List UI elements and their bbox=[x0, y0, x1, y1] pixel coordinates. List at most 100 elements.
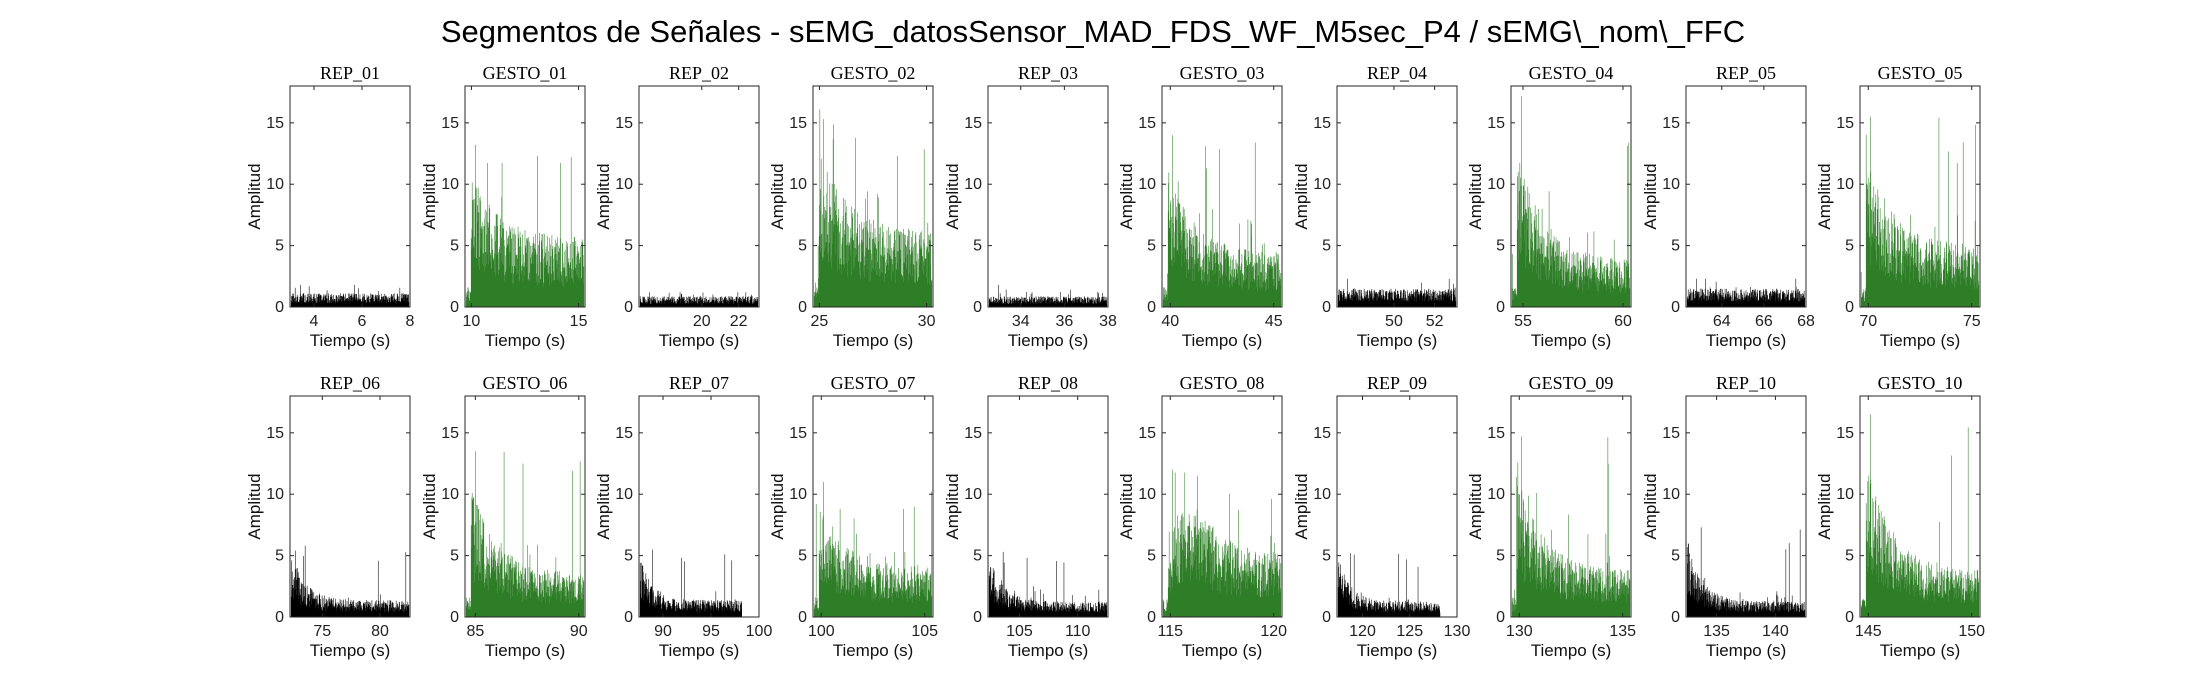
y-tick-label: 0 bbox=[798, 299, 807, 316]
x-axis-label: Tiempo (s) bbox=[1008, 331, 1089, 350]
signal-series bbox=[1337, 553, 1441, 617]
x-axis-label: Tiempo (s) bbox=[1880, 641, 1961, 660]
signal-series bbox=[1162, 135, 1282, 307]
y-tick-label: 0 bbox=[1671, 299, 1680, 316]
y-tick-label: 0 bbox=[1322, 299, 1331, 316]
y-axis-label: Amplitud bbox=[1117, 163, 1136, 229]
x-tick-label: 125 bbox=[1396, 623, 1423, 640]
plot-frame bbox=[987, 85, 1109, 308]
x-tick-label: 34 bbox=[1012, 313, 1030, 330]
x-tick-label: 22 bbox=[730, 313, 748, 330]
y-tick-label: 5 bbox=[450, 238, 459, 255]
y-tick-label: 15 bbox=[615, 425, 633, 442]
y-tick-label: 5 bbox=[1496, 238, 1505, 255]
y-tick-label: 10 bbox=[1313, 486, 1331, 503]
y-tick-label: 10 bbox=[441, 486, 459, 503]
y-tick-label: 15 bbox=[789, 425, 807, 442]
y-axis-label: Amplitud bbox=[245, 473, 264, 539]
y-tick-label: 15 bbox=[1662, 425, 1680, 442]
y-axis-label: Amplitud bbox=[420, 473, 439, 539]
signal-series bbox=[813, 481, 933, 617]
plot-frame bbox=[289, 85, 411, 308]
x-axis-label: Tiempo (s) bbox=[1706, 331, 1787, 350]
plot-frame bbox=[638, 85, 760, 308]
y-tick-label: 10 bbox=[266, 486, 284, 503]
y-axis-label: Amplitud bbox=[768, 163, 787, 229]
y-tick-label: 15 bbox=[1138, 115, 1156, 132]
plot-frame bbox=[1685, 85, 1807, 308]
x-axis-label: Tiempo (s) bbox=[833, 331, 914, 350]
panel-title: GESTO_03 bbox=[1180, 63, 1265, 83]
y-axis-label: Amplitud bbox=[1815, 473, 1834, 539]
x-axis-label: Tiempo (s) bbox=[1531, 641, 1612, 660]
y-tick-label: 0 bbox=[1496, 609, 1505, 626]
x-tick-label: 135 bbox=[1703, 623, 1730, 640]
y-axis-label: Amplitud bbox=[594, 473, 613, 539]
y-tick-label: 5 bbox=[973, 238, 982, 255]
y-tick-label: 15 bbox=[1836, 115, 1854, 132]
y-tick-label: 15 bbox=[964, 115, 982, 132]
figure-title: Segmentos de Señales - sEMG_datosSensor_… bbox=[441, 14, 1745, 49]
x-axis-label: Tiempo (s) bbox=[1357, 331, 1438, 350]
y-axis-label: Amplitud bbox=[1466, 473, 1485, 539]
x-axis-label: Tiempo (s) bbox=[1357, 641, 1438, 660]
x-tick-label: 80 bbox=[371, 623, 389, 640]
panel-title: GESTO_07 bbox=[831, 373, 916, 393]
signal-series bbox=[639, 549, 742, 617]
y-axis-label: Amplitud bbox=[1641, 473, 1660, 539]
y-axis-label: Amplitud bbox=[594, 163, 613, 229]
panel-rep-09: REP_09 0 5 10 15 120 125 130 Tiempo (s) Amplitud bbox=[1292, 373, 1470, 660]
x-tick-label: 60 bbox=[1614, 313, 1632, 330]
y-tick-label: 5 bbox=[275, 238, 284, 255]
panel-title: REP_04 bbox=[1367, 63, 1427, 83]
y-tick-label: 10 bbox=[964, 176, 982, 193]
y-tick-label: 0 bbox=[973, 609, 982, 626]
x-tick-label: 70 bbox=[1859, 313, 1877, 330]
x-tick-label: 8 bbox=[406, 313, 415, 330]
panel-title: REP_09 bbox=[1367, 373, 1427, 393]
panel-title: GESTO_08 bbox=[1180, 373, 1265, 393]
y-tick-label: 10 bbox=[1138, 176, 1156, 193]
y-axis-label: Amplitud bbox=[1641, 163, 1660, 229]
y-tick-label: 5 bbox=[624, 238, 633, 255]
panel-title: GESTO_09 bbox=[1529, 373, 1614, 393]
signal-series bbox=[813, 109, 933, 307]
x-tick-label: 115 bbox=[1158, 623, 1184, 640]
signal-series bbox=[1511, 436, 1631, 617]
panel-title: REP_02 bbox=[669, 63, 729, 83]
y-axis-label: Amplitud bbox=[1292, 473, 1311, 539]
panel-rep-05: REP_05 0 5 10 15 64 66 68 Tiempo (s) Amplitud bbox=[1641, 63, 1815, 350]
x-tick-label: 145 bbox=[1855, 623, 1882, 640]
panel-rep-01: REP_01 0 5 10 15 4 6 8 Tiempo (s) Amplitud bbox=[245, 63, 415, 350]
panel-title: GESTO_04 bbox=[1529, 63, 1614, 83]
x-tick-label: 95 bbox=[702, 623, 720, 640]
y-tick-label: 15 bbox=[1836, 425, 1854, 442]
panel-rep-03: REP_03 0 5 10 15 34 36 38 Tiempo (s) Amplitud bbox=[943, 63, 1117, 350]
plot-frame bbox=[1161, 85, 1283, 308]
y-tick-label: 5 bbox=[1671, 238, 1680, 255]
x-axis-label: Tiempo (s) bbox=[310, 331, 391, 350]
x-tick-label: 105 bbox=[1006, 623, 1033, 640]
panel-title: REP_06 bbox=[320, 373, 380, 393]
panel-title: REP_05 bbox=[1716, 63, 1776, 83]
y-tick-label: 10 bbox=[615, 176, 633, 193]
x-tick-label: 64 bbox=[1713, 313, 1731, 330]
y-tick-label: 10 bbox=[1836, 176, 1854, 193]
signal-series bbox=[465, 144, 585, 307]
x-tick-label: 52 bbox=[1426, 313, 1444, 330]
x-axis-label: Tiempo (s) bbox=[833, 641, 914, 660]
plot-frame bbox=[1161, 395, 1283, 618]
plot-frame bbox=[638, 395, 760, 618]
y-axis-label: Amplitud bbox=[943, 473, 962, 539]
y-tick-label: 5 bbox=[1845, 238, 1854, 255]
y-axis-label: Amplitud bbox=[768, 473, 787, 539]
